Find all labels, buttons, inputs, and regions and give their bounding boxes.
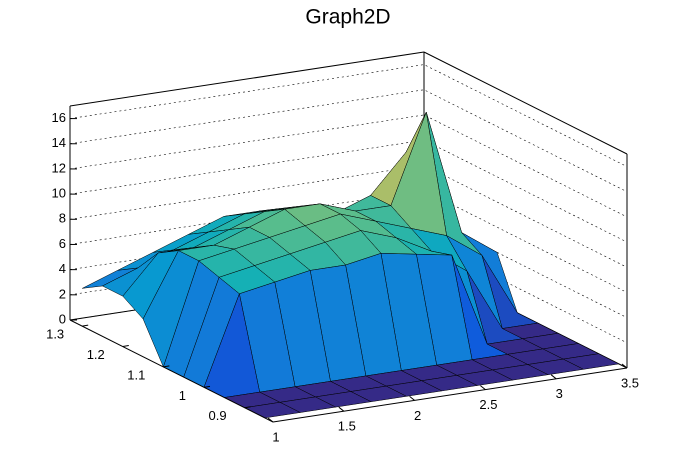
z-tick-label: 16 bbox=[52, 110, 66, 125]
y-tick bbox=[244, 406, 251, 409]
x-axis bbox=[272, 367, 628, 423]
x-tick-label: 1.5 bbox=[338, 419, 356, 434]
y-tick-label: 1.1 bbox=[127, 367, 145, 382]
z-tick-label: 14 bbox=[52, 135, 66, 150]
x-tick-label: 2 bbox=[414, 408, 421, 423]
x-tick bbox=[480, 385, 486, 390]
x-tick bbox=[338, 406, 345, 412]
grid-line bbox=[69, 64, 628, 167]
y-tick bbox=[163, 365, 170, 368]
z-tick-label: 12 bbox=[52, 160, 66, 175]
x-tick-label: 1 bbox=[272, 429, 279, 444]
x-tick-label: 3 bbox=[556, 386, 563, 401]
box-edge bbox=[423, 51, 628, 155]
grid-line bbox=[69, 114, 628, 218]
y-tick bbox=[203, 385, 211, 388]
x-tick bbox=[550, 374, 557, 380]
grid-line bbox=[69, 89, 628, 193]
z-tick-label: 0 bbox=[59, 311, 66, 326]
x-tick-label: 2.5 bbox=[479, 397, 497, 412]
y-tick-label: 1 bbox=[179, 388, 186, 403]
y-tick-label: 1.3 bbox=[46, 327, 64, 342]
y-tick bbox=[122, 345, 129, 348]
x-tick bbox=[621, 363, 628, 369]
z-tick-label: 2 bbox=[59, 286, 66, 301]
z-tick-label: 8 bbox=[59, 211, 66, 226]
y-axis bbox=[69, 319, 274, 423]
x-tick-label: 3.5 bbox=[621, 375, 639, 390]
z-tick-label: 10 bbox=[52, 186, 66, 201]
y-tick bbox=[82, 324, 89, 327]
y-tick-label: 1.2 bbox=[87, 347, 105, 362]
z-tick-label: 6 bbox=[59, 236, 66, 251]
x-tick bbox=[409, 396, 415, 401]
chart-title: Graph2D bbox=[305, 6, 390, 29]
y-tick-label: 0.9 bbox=[209, 408, 227, 423]
z-tick-label: 4 bbox=[59, 261, 66, 276]
box-edge bbox=[69, 51, 425, 107]
